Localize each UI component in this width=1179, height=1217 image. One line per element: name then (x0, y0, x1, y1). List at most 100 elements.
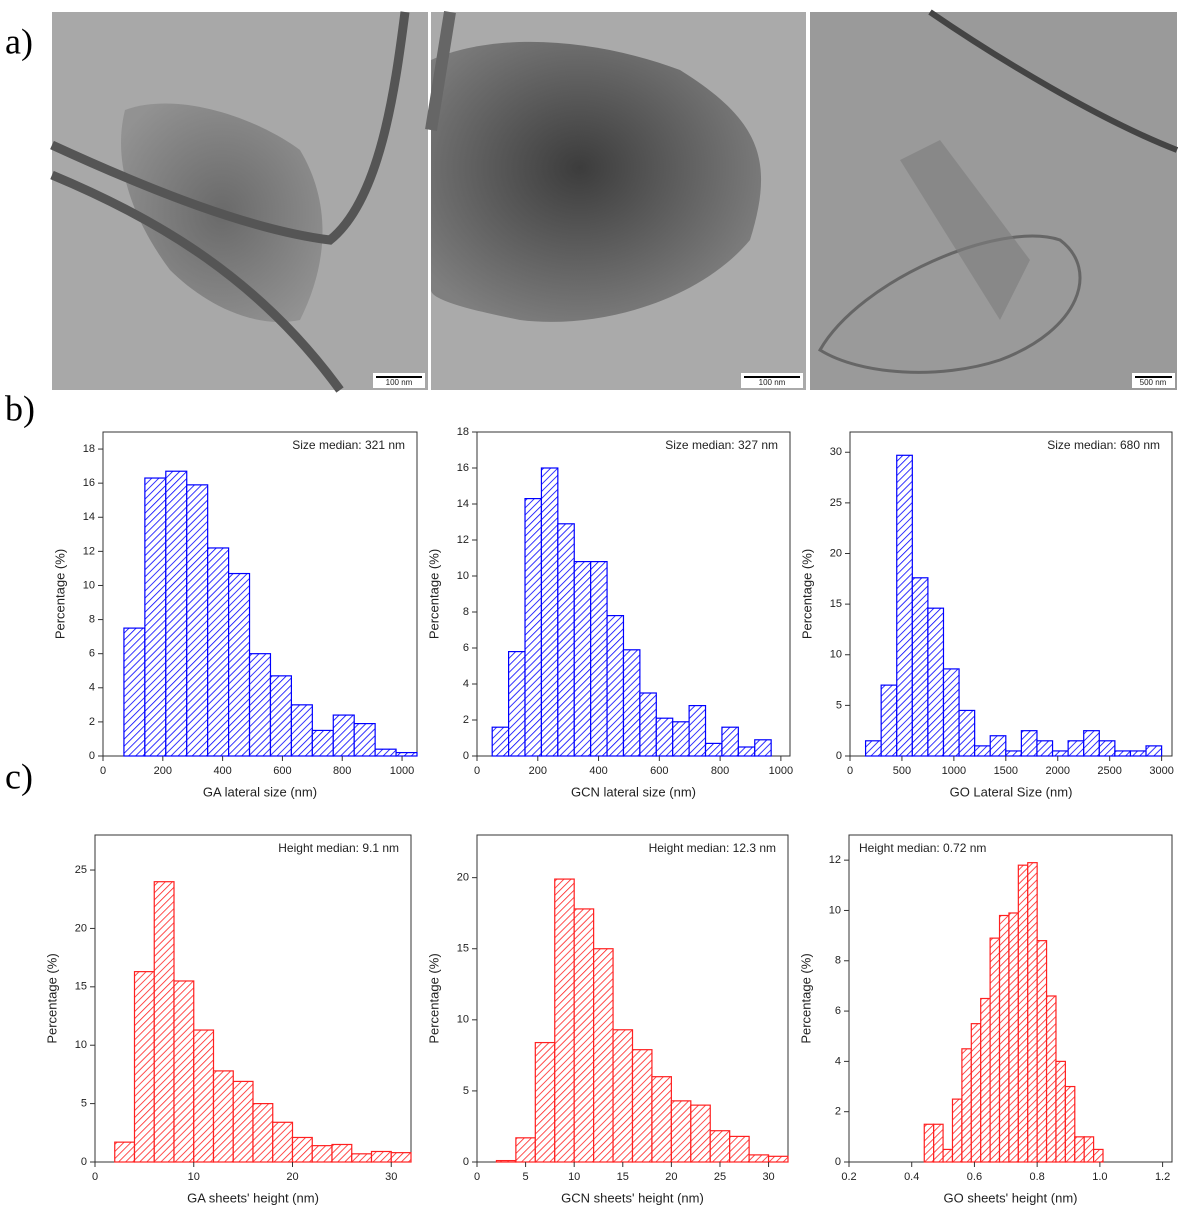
x-tick-label: 400 (213, 765, 231, 777)
y-tick-label: 10 (830, 649, 842, 661)
annotation: Size median: 321 nm (292, 438, 405, 452)
x-tick-label: 500 (893, 765, 911, 777)
bar (1051, 750, 1069, 757)
y-tick-label: 14 (457, 498, 469, 510)
y-axis-label: Percentage (%) (798, 953, 813, 1043)
particle (431, 41, 762, 322)
bar (311, 729, 334, 757)
bar (207, 547, 230, 757)
panel-label: c) (5, 756, 33, 796)
bar (193, 1029, 215, 1163)
bar (951, 1098, 963, 1163)
annotation: Size median: 327 nm (665, 438, 778, 452)
bar (332, 714, 355, 757)
y-tick-label: 6 (89, 648, 95, 660)
y-tick-label: 6 (835, 1005, 841, 1017)
bar (1017, 864, 1029, 1163)
bar (970, 1023, 982, 1163)
y-tick-label: 20 (457, 872, 469, 884)
bar (1114, 750, 1132, 757)
y-tick-label: 16 (83, 477, 95, 489)
x-tick-label: 0.4 (904, 1171, 919, 1183)
bar (961, 1048, 972, 1163)
bar (114, 1141, 136, 1163)
y-tick-label: 0 (89, 750, 95, 762)
bar (153, 881, 175, 1163)
bar (353, 722, 376, 757)
bar (1098, 740, 1116, 757)
x-tick-label: 0.2 (841, 1171, 856, 1183)
y-tick-label: 4 (89, 682, 95, 694)
bar (508, 650, 526, 757)
bar (491, 726, 510, 757)
x-axis-label: GA lateral size (nm) (203, 784, 317, 799)
bar (1008, 912, 1019, 1163)
y-tick-label: 10 (829, 904, 841, 916)
x-tick-label: 400 (589, 765, 607, 777)
bar (1055, 1060, 1066, 1163)
x-axis-label: GO sheets' height (nm) (944, 1190, 1078, 1205)
bar (911, 577, 929, 757)
x-tick-label: 20 (665, 1171, 677, 1183)
x-axis-label: GO Lateral Size (nm) (950, 784, 1073, 799)
x-tick-label: 30 (385, 1171, 397, 1183)
bar (534, 1041, 556, 1163)
y-tick-label: 5 (81, 1098, 87, 1110)
bar (655, 717, 674, 757)
x-axis-label: GA sheets' height (nm) (187, 1190, 319, 1205)
y-tick-label: 0 (835, 1156, 841, 1168)
y-tick-label: 16 (457, 462, 469, 474)
bar (896, 454, 913, 757)
bar (252, 1103, 274, 1163)
bar (495, 1159, 517, 1163)
y-tick-label: 8 (835, 955, 841, 967)
x-tick-label: 0 (474, 765, 480, 777)
bar (974, 745, 991, 757)
bar (942, 1148, 954, 1163)
bar (290, 704, 313, 757)
bar (670, 1100, 692, 1163)
bar (212, 1070, 234, 1163)
bar (1083, 1136, 1095, 1163)
y-tick-label: 2 (835, 1106, 841, 1118)
sheet (900, 140, 1030, 320)
bar (1045, 995, 1057, 1163)
y-axis-label: Percentage (%) (52, 549, 67, 639)
bar (311, 1145, 333, 1163)
x-tick-label: 0.8 (1030, 1171, 1045, 1183)
bar (390, 1152, 412, 1163)
grid-film (50, 170, 344, 393)
bar (144, 477, 167, 757)
x-tick-label: 600 (650, 765, 668, 777)
bar (864, 740, 882, 757)
bar (942, 668, 960, 757)
y-tick-label: 2 (463, 714, 469, 726)
tem-images: 100 nm 100 nm 500 nm (50, 9, 1179, 393)
y-tick-label: 2 (89, 716, 95, 728)
y-tick-label: 20 (830, 547, 842, 559)
bar (186, 484, 209, 757)
y-tick-label: 18 (83, 443, 95, 455)
annotation: Size median: 680 nm (1047, 438, 1160, 452)
x-tick-label: 2500 (1097, 765, 1121, 777)
x-tick-label: 10 (568, 1171, 580, 1183)
bar (1036, 940, 1048, 1163)
x-tick-label: 1.2 (1155, 1171, 1170, 1183)
panel-label: a) (5, 21, 33, 61)
y-tick-label: 25 (75, 864, 87, 876)
grid-film (425, 11, 456, 131)
bar (1020, 730, 1038, 757)
bar (1064, 1085, 1076, 1163)
bar (248, 653, 272, 757)
bar (370, 1150, 392, 1163)
y-tick-label: 0 (463, 750, 469, 762)
x-tick-label: 0 (100, 765, 106, 777)
y-tick-label: 30 (830, 446, 842, 458)
x-axis-label: GCN lateral size (nm) (571, 784, 696, 799)
y-tick-label: 0 (836, 750, 842, 762)
y-tick-label: 8 (89, 613, 95, 625)
x-axis-label: GCN sheets' height (nm) (561, 1190, 704, 1205)
y-tick-label: 15 (457, 943, 469, 955)
bar (331, 1143, 353, 1163)
